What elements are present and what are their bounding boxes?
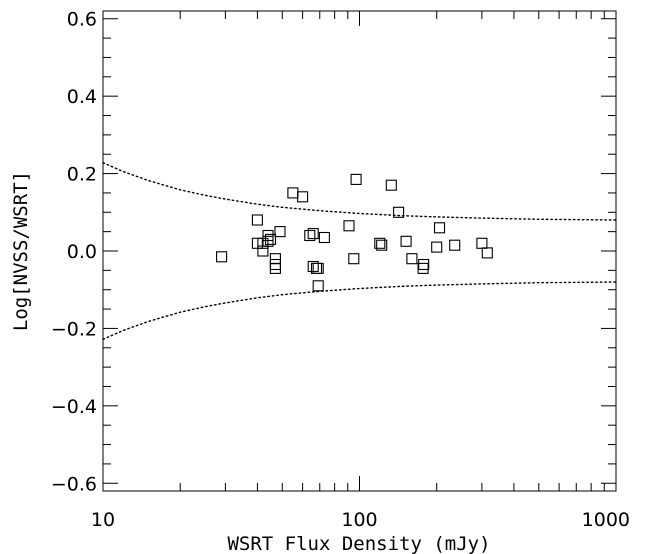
envelope-curve-lower: [102, 281, 617, 340]
data-point: [264, 233, 277, 245]
x-axis-title: WSRT Flux Density (mJy): [227, 533, 490, 554]
data-point: [343, 220, 355, 232]
data-point: [406, 253, 418, 265]
data-point: [318, 231, 330, 244]
data-point: [350, 173, 362, 185]
data-point: [269, 253, 281, 265]
data-point: [374, 237, 386, 249]
y-tick-label: 0.0: [67, 241, 97, 263]
data-point: [287, 187, 299, 199]
y-tick-label: 0.6: [67, 9, 97, 31]
data-point: [312, 280, 324, 292]
data-point: [216, 251, 228, 263]
y-tick-label: −0.2: [51, 318, 97, 340]
x-tick-label: 10: [91, 509, 115, 531]
x-tick-label: 1000: [582, 509, 630, 531]
plot-frame: [102, 10, 617, 492]
data-point: [297, 191, 309, 203]
y-tick-label: 0.2: [67, 164, 97, 186]
data-point: [262, 235, 274, 247]
data-point: [431, 241, 443, 253]
envelope-curve-upper: [102, 162, 617, 221]
data-point: [385, 179, 397, 191]
data-point: [269, 258, 281, 271]
y-tick-label: −0.4: [51, 396, 97, 418]
y-axis-title: Log[NVSS/WSRT]: [10, 171, 32, 331]
plot-area: [102, 162, 617, 340]
data-point: [348, 253, 360, 265]
x-tick-label: 100: [341, 509, 377, 531]
data-point: [417, 262, 429, 274]
data-point: [274, 226, 286, 238]
data-point: [262, 229, 274, 242]
data-point: [251, 214, 263, 226]
data-point: [304, 229, 316, 242]
data-point: [400, 235, 412, 247]
data-point: [418, 258, 430, 271]
data-point: [307, 228, 319, 240]
y-tick-label: 0.4: [67, 86, 97, 108]
y-tick-label: −0.6: [51, 473, 97, 495]
axis-ticks: [102, 11, 617, 491]
data-point: [433, 222, 446, 234]
data-point: [269, 262, 281, 274]
tick-labels: 10 100 1000 0.6 0.4 0.2 0.0 −0.2 −0.4 −0.6: [51, 9, 630, 531]
data-point: [449, 239, 461, 251]
data-point: [481, 247, 493, 259]
data-point: [376, 239, 388, 251]
data-point: [476, 237, 488, 249]
data-point: [312, 262, 324, 274]
data-point: [393, 206, 405, 218]
